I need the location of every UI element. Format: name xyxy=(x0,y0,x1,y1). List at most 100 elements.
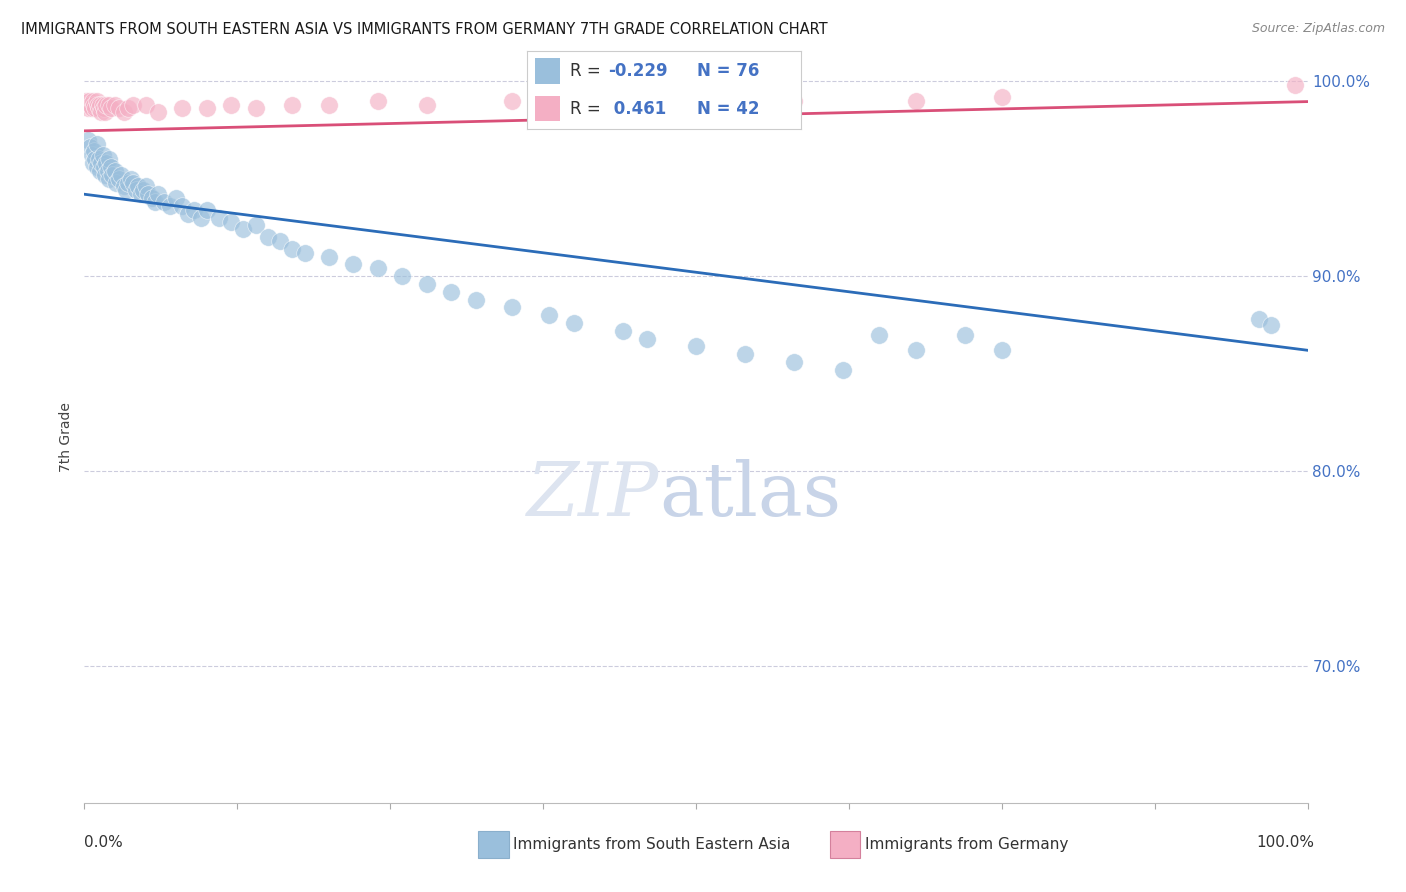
Text: R =: R = xyxy=(569,62,606,80)
Point xyxy=(84,102,107,116)
Point xyxy=(183,202,205,217)
Point xyxy=(122,176,145,190)
Point xyxy=(318,97,340,112)
Point xyxy=(464,293,486,307)
Point xyxy=(96,97,118,112)
Point xyxy=(77,133,100,147)
Y-axis label: 7th Grade: 7th Grade xyxy=(59,402,73,472)
Point xyxy=(159,199,181,213)
Point xyxy=(318,250,340,264)
Point xyxy=(112,179,135,194)
Text: N = 76: N = 76 xyxy=(697,62,759,80)
Point xyxy=(831,363,853,377)
Point xyxy=(232,222,254,236)
Point xyxy=(107,102,129,116)
Point xyxy=(502,301,524,315)
Point xyxy=(129,187,152,202)
Point xyxy=(257,230,280,244)
Point xyxy=(991,89,1014,103)
Point xyxy=(440,285,463,299)
Point xyxy=(165,191,187,205)
Point xyxy=(416,277,439,291)
Point xyxy=(281,97,304,112)
Point xyxy=(905,343,928,358)
Point xyxy=(86,136,108,151)
Point xyxy=(127,179,149,194)
Point xyxy=(82,94,104,108)
Point xyxy=(562,94,585,108)
Point xyxy=(105,176,128,190)
Point xyxy=(195,202,218,217)
Point xyxy=(91,148,114,162)
Point xyxy=(83,145,105,159)
Point xyxy=(190,211,212,225)
Point xyxy=(562,316,585,330)
Point xyxy=(100,102,122,116)
Point xyxy=(84,152,107,166)
Point xyxy=(136,187,159,202)
Text: Source: ZipAtlas.com: Source: ZipAtlas.com xyxy=(1251,22,1385,36)
Point xyxy=(104,97,127,112)
Point xyxy=(87,97,110,112)
Point xyxy=(135,179,157,194)
Point xyxy=(1247,312,1270,326)
Text: Immigrants from South Eastern Asia: Immigrants from South Eastern Asia xyxy=(513,838,790,852)
Point xyxy=(100,160,122,174)
Point xyxy=(269,234,291,248)
Point xyxy=(245,102,267,116)
Point xyxy=(538,308,561,322)
Point xyxy=(75,94,97,108)
Point xyxy=(90,156,112,170)
Point xyxy=(416,97,439,112)
Point xyxy=(245,219,267,233)
Point xyxy=(905,94,928,108)
Point xyxy=(172,102,194,116)
Point xyxy=(342,257,364,271)
Bar xyxy=(536,95,560,121)
Point xyxy=(91,97,114,112)
Point xyxy=(76,97,98,112)
Text: Immigrants from Germany: Immigrants from Germany xyxy=(865,838,1069,852)
Point xyxy=(115,183,138,197)
Point xyxy=(783,355,806,369)
Point xyxy=(93,102,115,116)
Point xyxy=(89,164,111,178)
Point xyxy=(195,102,218,116)
Bar xyxy=(536,58,560,84)
Point xyxy=(97,97,120,112)
Point xyxy=(110,168,132,182)
Point xyxy=(219,97,242,112)
Point xyxy=(117,102,139,116)
Point xyxy=(146,187,169,202)
Point xyxy=(869,327,891,342)
Point xyxy=(991,343,1014,358)
Point xyxy=(502,94,524,108)
Point xyxy=(153,195,176,210)
Point xyxy=(93,160,115,174)
Point xyxy=(117,176,139,190)
Point xyxy=(79,97,101,112)
Text: 100.0%: 100.0% xyxy=(1257,836,1315,850)
Point xyxy=(122,97,145,112)
Point xyxy=(612,324,634,338)
Text: R =: R = xyxy=(569,100,606,118)
Point xyxy=(89,97,111,112)
Text: atlas: atlas xyxy=(659,459,841,533)
Text: IMMIGRANTS FROM SOUTH EASTERN ASIA VS IMMIGRANTS FROM GERMANY 7TH GRADE CORRELAT: IMMIGRANTS FROM SOUTH EASTERN ASIA VS IM… xyxy=(21,22,828,37)
Point xyxy=(177,207,200,221)
Point xyxy=(120,171,142,186)
Point xyxy=(143,195,166,210)
Point xyxy=(80,148,103,162)
Point xyxy=(734,347,756,361)
Point xyxy=(281,242,304,256)
Point xyxy=(87,102,110,116)
Text: 0.0%: 0.0% xyxy=(84,836,124,850)
Point xyxy=(97,152,120,166)
Point xyxy=(90,105,112,120)
Point xyxy=(125,183,148,197)
Point xyxy=(135,97,157,112)
Point xyxy=(87,152,110,166)
Point xyxy=(1284,78,1306,92)
Point xyxy=(294,245,316,260)
Point xyxy=(97,171,120,186)
